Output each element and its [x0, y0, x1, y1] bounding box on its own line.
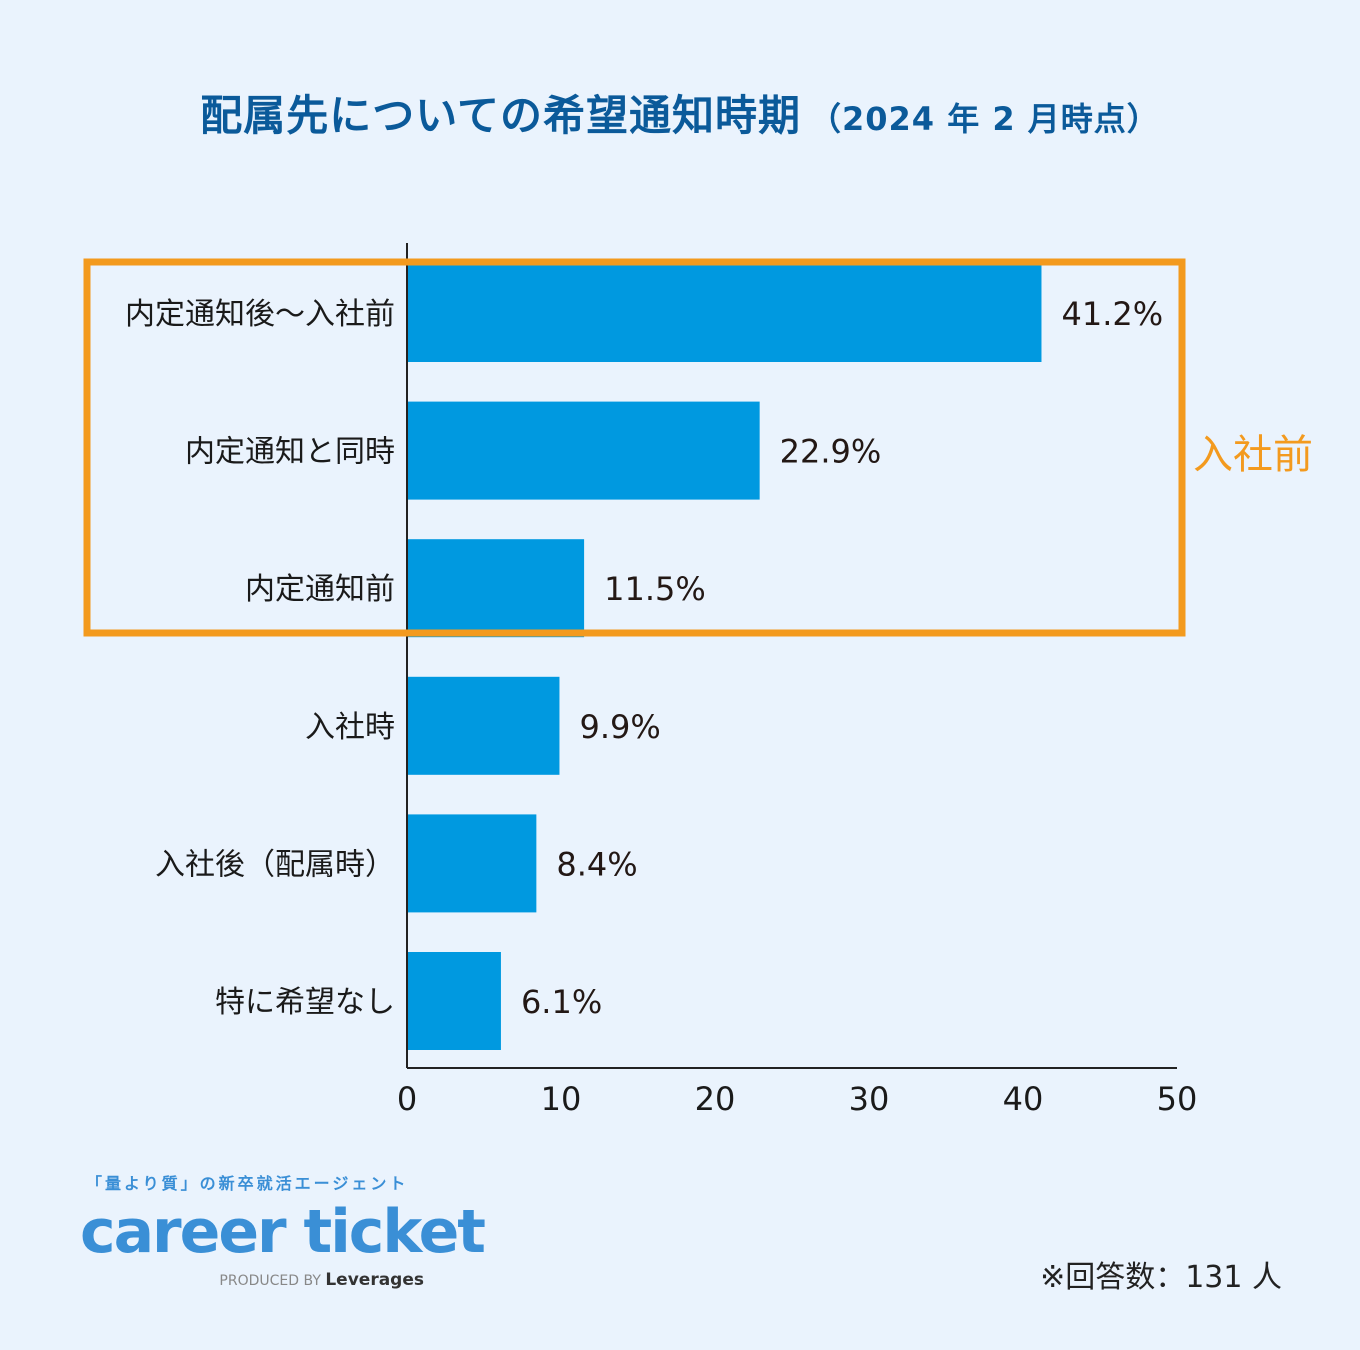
category-label: 内定通知と同時 — [185, 435, 395, 470]
bar — [407, 264, 1042, 362]
x-tick-label: 0 — [397, 1080, 417, 1118]
highlight-box — [83, 258, 1186, 637]
x-tick-label: 50 — [1157, 1080, 1198, 1118]
bar — [407, 814, 537, 913]
bar — [407, 952, 501, 1050]
category-label: 特に希望なし — [215, 985, 395, 1020]
highlight-label: 入社前 — [1193, 432, 1313, 478]
data-label: 6.1% — [521, 983, 602, 1021]
category-label: 内定通知後～入社前 — [125, 297, 395, 332]
bar — [407, 676, 560, 775]
career-ticket-logo: 「量より質」の新卒就活エージェント career ticket PRODUCED… — [80, 1170, 486, 1290]
data-label: 11.5% — [604, 570, 706, 608]
data-label: 22.9% — [780, 433, 882, 471]
logo-tagline: 「量より質」の新卒就活エージェント — [86, 1174, 409, 1193]
bar — [407, 401, 760, 500]
data-label: 9.9% — [579, 708, 660, 746]
respondent-count: ※回答数：131 人 — [1040, 1260, 1282, 1295]
data-label: 8.4% — [556, 845, 637, 883]
x-tick-label: 10 — [541, 1080, 582, 1118]
logo-brand: career ticket — [80, 1197, 486, 1267]
category-label: 入社時 — [305, 710, 395, 745]
data-label: 41.2% — [1061, 295, 1163, 333]
chart-title-main: 配属先についての希望通知時期 — [200, 91, 801, 140]
produced-by-text: PRODUCED BY — [219, 1273, 321, 1289]
category-label: 入社後（配属時） — [155, 847, 395, 882]
chart-title: 配属先についての希望通知時期 （2024 年 2 月時点） — [0, 82, 1360, 143]
x-tick-label: 20 — [695, 1080, 736, 1118]
x-tick-label: 30 — [849, 1080, 890, 1118]
x-tick-label: 40 — [1003, 1080, 1044, 1118]
logo-produced-by: PRODUCED BY Leverages — [80, 1270, 424, 1290]
chart-title-sub: （2024 年 2 月時点） — [808, 100, 1160, 138]
produced-by-company: Leverages — [325, 1270, 424, 1290]
bar — [407, 539, 585, 638]
category-label: 内定通知前 — [245, 572, 395, 607]
